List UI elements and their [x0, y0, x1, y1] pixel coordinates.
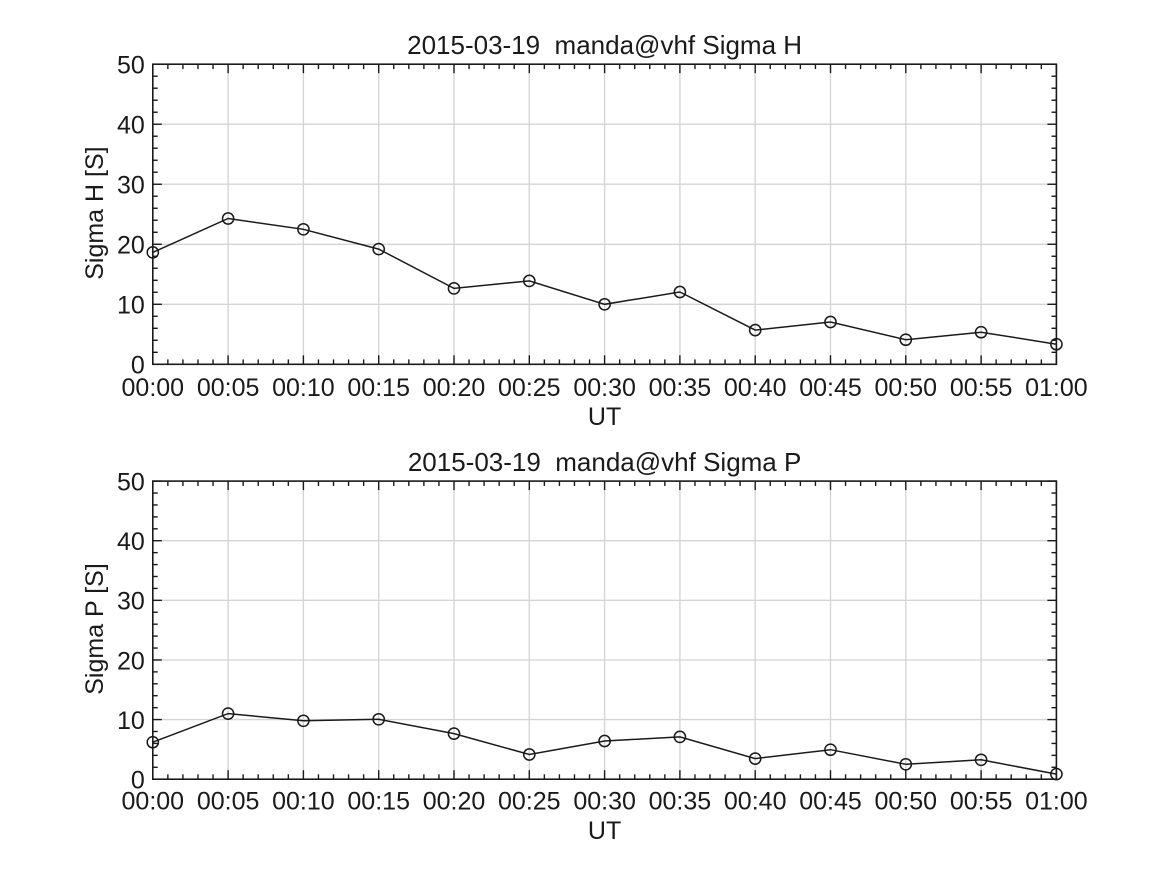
- svg-text:00:00: 00:00: [122, 374, 185, 402]
- svg-text:0: 0: [131, 767, 145, 795]
- svg-text:30: 30: [117, 172, 145, 200]
- svg-text:00:50: 00:50: [875, 374, 938, 402]
- svg-text:2015-03-19 manda@vhf Sigma H: 2015-03-19 manda@vhf Sigma H: [407, 30, 802, 60]
- svg-text:00:05: 00:05: [197, 374, 260, 402]
- svg-text:00:10: 00:10: [272, 787, 335, 815]
- svg-text:00:15: 00:15: [347, 374, 410, 402]
- svg-text:01:00: 01:00: [1025, 787, 1088, 815]
- svg-text:00:30: 00:30: [573, 374, 636, 402]
- svg-text:Sigma H [S]: Sigma H [S]: [81, 146, 109, 279]
- svg-text:00:35: 00:35: [649, 374, 712, 402]
- svg-text:00:40: 00:40: [724, 787, 787, 815]
- svg-text:00:10: 00:10: [272, 374, 335, 402]
- svg-text:00:15: 00:15: [347, 787, 410, 815]
- svg-text:00:45: 00:45: [799, 787, 862, 815]
- svg-text:00:30: 00:30: [573, 787, 636, 815]
- svg-text:20: 20: [117, 647, 145, 675]
- svg-text:00:20: 00:20: [423, 787, 486, 815]
- svg-text:00:55: 00:55: [950, 787, 1013, 815]
- svg-text:00:35: 00:35: [649, 787, 712, 815]
- svg-text:10: 10: [117, 292, 145, 320]
- svg-text:00:40: 00:40: [724, 374, 787, 402]
- svg-text:40: 40: [117, 112, 145, 140]
- svg-text:00:25: 00:25: [498, 374, 561, 402]
- svg-text:10: 10: [117, 707, 145, 735]
- svg-text:01:00: 01:00: [1025, 374, 1088, 402]
- svg-text:00:50: 00:50: [875, 787, 938, 815]
- svg-text:00:20: 00:20: [423, 374, 486, 402]
- svg-text:UT: UT: [588, 403, 621, 431]
- svg-text:40: 40: [117, 528, 145, 556]
- svg-text:50: 50: [117, 468, 145, 496]
- svg-text:Sigma P [S]: Sigma P [S]: [81, 563, 109, 695]
- svg-text:50: 50: [117, 52, 145, 80]
- svg-text:00:55: 00:55: [950, 374, 1013, 402]
- svg-text:00:25: 00:25: [498, 787, 561, 815]
- svg-text:00:45: 00:45: [799, 374, 862, 402]
- svg-text:00:00: 00:00: [122, 787, 185, 815]
- svg-text:00:05: 00:05: [197, 787, 260, 815]
- svg-text:UT: UT: [588, 817, 621, 845]
- svg-text:2015-03-19 manda@vhf Sigma P: 2015-03-19 manda@vhf Sigma P: [408, 447, 802, 477]
- svg-text:0: 0: [131, 352, 145, 380]
- svg-text:30: 30: [117, 588, 145, 616]
- svg-text:20: 20: [117, 232, 145, 260]
